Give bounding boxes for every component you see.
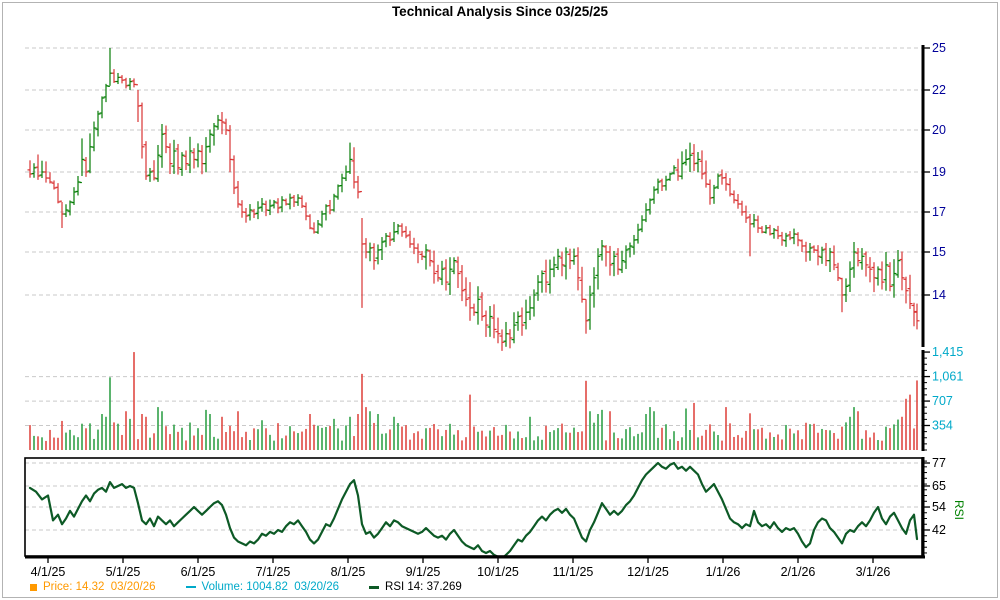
svg-text:12/1/25: 12/1/25 <box>627 565 669 579</box>
svg-text:1,061: 1,061 <box>932 370 963 384</box>
rsi-line <box>28 461 919 556</box>
volume-series <box>29 352 918 450</box>
svg-text:9/1/25: 9/1/25 <box>406 565 441 579</box>
svg-text:6/1/25: 6/1/25 <box>181 565 216 579</box>
legend-rsi: RSI 14: 37.269 <box>369 581 462 593</box>
legend-price: Price: 14.32 03/20/26 <box>30 581 156 593</box>
svg-text:354: 354 <box>932 419 953 433</box>
price-swatch-icon <box>30 583 37 591</box>
x-axis-labels: 4/1/25 5/1/25 6/1/25 7/1/25 8/1/25 9/1/25 10/1… <box>31 557 891 579</box>
svg-text:22: 22 <box>932 83 946 97</box>
svg-text:25: 25 <box>932 41 946 55</box>
legend-volume: Volume: 1004.82 03/20/26 <box>185 581 340 593</box>
svg-text:8/1/25: 8/1/25 <box>331 565 366 579</box>
legend-rsi-label: RSI 14: 37.269 <box>385 581 462 593</box>
svg-text:2/1/26: 2/1/26 <box>781 565 816 579</box>
rsi-axis-title: RSI <box>952 500 966 520</box>
svg-text:1/1/26: 1/1/26 <box>706 565 741 579</box>
rsi-swatch-icon <box>369 585 380 589</box>
svg-text:19: 19 <box>932 165 946 179</box>
chart-title: Technical Analysis Since 03/25/25 <box>391 4 609 19</box>
svg-text:54: 54 <box>932 500 946 514</box>
price-series <box>27 48 920 351</box>
volume-swatch-icon <box>185 586 196 588</box>
svg-text:707: 707 <box>932 394 953 408</box>
svg-text:77: 77 <box>932 456 946 470</box>
legend-price-label: Price: 14.32 03/20/26 <box>43 581 156 593</box>
svg-text:65: 65 <box>932 479 946 493</box>
svg-text:1,415: 1,415 <box>932 345 963 359</box>
axes: 25 22 20 19 17 15 14 1,415 1,061 707 354 77 65 54 42 RS… <box>24 41 966 559</box>
svg-text:17: 17 <box>932 205 946 219</box>
svg-text:7/1/25: 7/1/25 <box>256 565 291 579</box>
svg-text:4/1/25: 4/1/25 <box>31 565 66 579</box>
legend-volume-label: Volume: 1004.82 03/20/26 <box>201 581 340 593</box>
legend: Price: 14.32 03/20/26 Volume: 1004.82 03… <box>30 581 492 593</box>
svg-text:11/1/25: 11/1/25 <box>553 565 594 579</box>
svg-text:10/1/25: 10/1/25 <box>477 565 519 579</box>
svg-text:42: 42 <box>932 523 946 537</box>
svg-text:3/1/26: 3/1/26 <box>856 565 891 579</box>
svg-text:5/1/25: 5/1/25 <box>106 565 141 579</box>
svg-text:20: 20 <box>932 123 946 137</box>
svg-text:14: 14 <box>932 288 946 302</box>
svg-text:15: 15 <box>932 245 946 259</box>
